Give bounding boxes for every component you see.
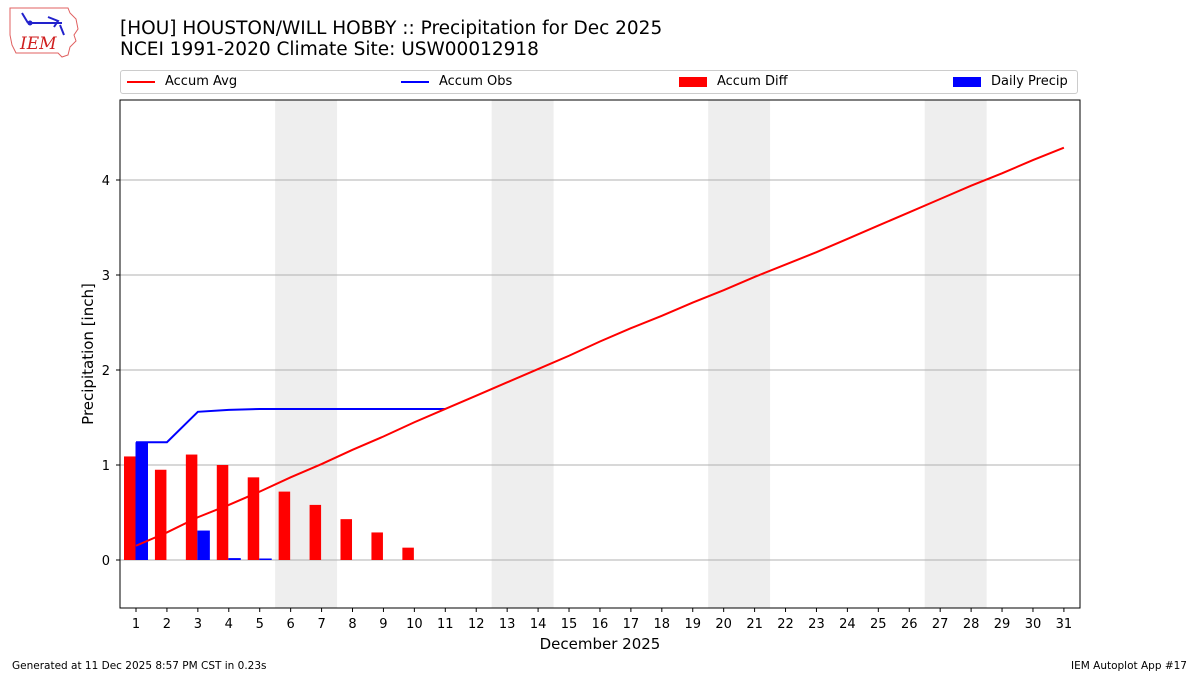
footer-generated: Generated at 11 Dec 2025 8:57 PM CST in … xyxy=(12,660,267,672)
x-tick-label: 10 xyxy=(406,617,423,632)
svg-text:IEM: IEM xyxy=(19,34,57,54)
legend-item-daily-precip: Daily Precip xyxy=(953,74,1068,89)
x-tick-label: 11 xyxy=(437,617,454,632)
footer-app: IEM Autoplot App #17 xyxy=(1071,660,1187,672)
x-tick-label: 14 xyxy=(530,617,547,632)
diff-bar xyxy=(371,532,383,560)
legend-line-blue xyxy=(401,80,429,83)
x-tick-label: 17 xyxy=(623,617,640,632)
y-tick-label: 0 xyxy=(102,554,110,569)
x-tick-label: 5 xyxy=(256,617,264,632)
x-tick-label: 13 xyxy=(499,617,516,632)
x-tick-label: 8 xyxy=(348,617,356,632)
iem-logo: IEM xyxy=(8,5,80,59)
diff-bar xyxy=(340,519,353,560)
x-tick-label: 1 xyxy=(132,617,140,632)
x-tick-label: 2 xyxy=(163,617,171,632)
legend-item-accum-obs: Accum Obs xyxy=(401,74,512,89)
x-tick-label: 20 xyxy=(715,617,732,632)
weekend-shade xyxy=(708,100,771,608)
legend-patch-red xyxy=(679,76,707,87)
legend-label: Daily Precip xyxy=(991,74,1068,89)
x-tick-label: 19 xyxy=(684,617,701,632)
daily-bar xyxy=(135,442,148,560)
x-tick-label: 28 xyxy=(963,617,980,632)
title-line-1: [HOU] HOUSTON/WILL HOBBY :: Precipitatio… xyxy=(120,18,663,39)
x-tick-label: 27 xyxy=(932,617,949,632)
y-tick-label: 2 xyxy=(102,364,110,379)
weekend-shade xyxy=(924,100,987,608)
x-tick-label: 16 xyxy=(592,617,609,632)
legend-line-red xyxy=(127,80,155,83)
x-tick-label: 25 xyxy=(870,617,887,632)
x-tick-label: 30 xyxy=(1025,617,1042,632)
diff-bar xyxy=(278,491,291,560)
x-tick-label: 18 xyxy=(654,617,671,632)
legend-item-accum-diff: Accum Diff xyxy=(679,74,788,89)
x-tick-label: 4 xyxy=(225,617,233,632)
x-tick-label: 24 xyxy=(839,617,856,632)
x-tick-label: 29 xyxy=(994,617,1011,632)
diff-bar xyxy=(216,465,229,560)
y-tick-label: 1 xyxy=(102,459,110,474)
x-tick-label: 15 xyxy=(561,617,578,632)
x-tick-label: 9 xyxy=(379,617,387,632)
diff-bar xyxy=(402,547,414,560)
x-tick-label: 3 xyxy=(194,617,202,632)
title-line-2: NCEI 1991-2020 Climate Site: USW00012918 xyxy=(120,39,539,60)
y-tick-label: 4 xyxy=(102,174,110,189)
x-tick-label: 7 xyxy=(317,617,325,632)
daily-bar xyxy=(197,530,210,560)
weekend-shade xyxy=(491,100,554,608)
diff-bar xyxy=(185,454,198,560)
y-tick-label: 3 xyxy=(102,269,110,284)
daily-bar xyxy=(259,558,272,560)
accum-avg-line xyxy=(135,146,1065,547)
diff-bar xyxy=(309,504,322,560)
daily-bar xyxy=(228,558,241,560)
x-tick-label: 6 xyxy=(287,617,295,632)
accum-obs-line xyxy=(136,407,446,444)
legend-label: Accum Obs xyxy=(439,74,513,89)
legend-label: Accum Diff xyxy=(717,74,788,89)
legend-item-accum-avg: Accum Avg xyxy=(127,74,237,89)
legend-label: Accum Avg xyxy=(165,74,238,89)
x-tick-label: 31 xyxy=(1056,617,1073,632)
diff-bar xyxy=(154,469,167,560)
legend-patch-blue xyxy=(953,76,981,87)
x-tick-label: 12 xyxy=(468,617,485,632)
x-tick-label: 21 xyxy=(746,617,763,632)
y-axis-label: Precipitation [inch] xyxy=(79,283,97,425)
diff-bar xyxy=(124,456,136,560)
x-tick-label: 22 xyxy=(777,617,794,632)
chart-title: [HOU] HOUSTON/WILL HOBBY :: Precipitatio… xyxy=(120,18,662,60)
x-tick-label: 23 xyxy=(808,617,825,632)
x-tick-label: 26 xyxy=(901,617,918,632)
diff-bar xyxy=(247,477,260,560)
x-axis-label: December 2025 xyxy=(540,635,661,653)
legend: Accum Avg Accum Obs Accum Diff Daily Pre… xyxy=(120,70,1078,94)
